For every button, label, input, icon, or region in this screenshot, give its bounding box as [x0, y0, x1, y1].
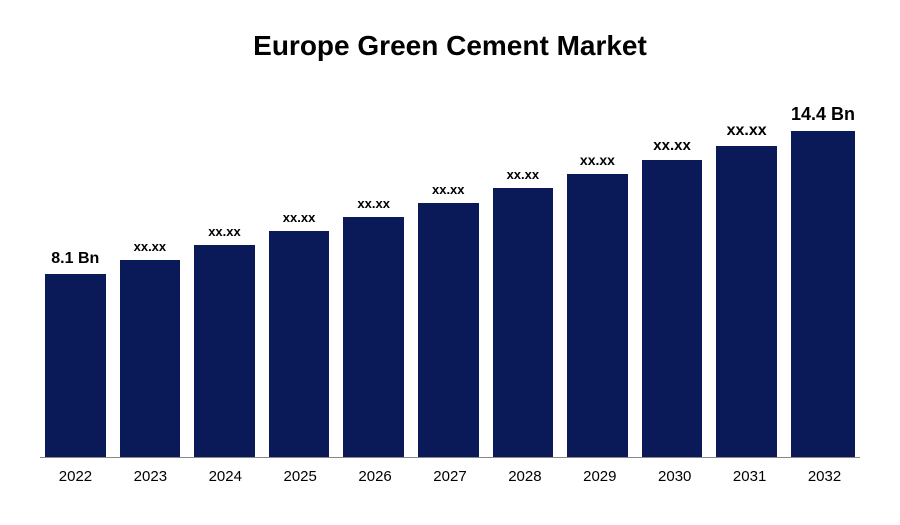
- bar: [418, 203, 479, 457]
- x-axis-label: 2023: [120, 468, 181, 485]
- bar-value-label: xx.xx: [208, 224, 241, 239]
- bar-value-label: xx.xx: [653, 137, 691, 154]
- bar-value-label: xx.xx: [507, 167, 540, 182]
- chart-title: Europe Green Cement Market: [40, 30, 860, 62]
- bar-value-label: xx.xx: [357, 196, 390, 211]
- bar: [269, 231, 330, 457]
- bar-value-label: xx.xx: [283, 210, 316, 225]
- bar: [194, 245, 255, 457]
- x-axis-label: 2028: [494, 468, 555, 485]
- bar: [716, 146, 777, 457]
- bar-value-label: 14.4 Bn: [791, 104, 855, 125]
- x-axis-label: 2024: [195, 468, 256, 485]
- bar-group: xx.xx: [642, 87, 703, 457]
- bar-group: 8.1 Bn: [45, 87, 106, 457]
- bar-group: xx.xx: [343, 87, 404, 457]
- bar-group: xx.xx: [269, 87, 330, 457]
- bar: [45, 274, 106, 457]
- bar-group: xx.xx: [716, 87, 777, 457]
- bar-group: xx.xx: [120, 87, 181, 457]
- x-axis-label: 2029: [569, 468, 630, 485]
- bar: [493, 188, 554, 457]
- bar-group: 14.4 Bn: [791, 87, 855, 457]
- x-axis: 2022 2023 2024 2025 2026 2027 2028 2029 2030 2031…: [40, 468, 860, 485]
- bar: [343, 217, 404, 457]
- bar: [642, 160, 703, 457]
- bar: [567, 174, 628, 457]
- bar-group: xx.xx: [194, 87, 255, 457]
- x-axis-label: 2026: [345, 468, 406, 485]
- bar-value-label: xx.xx: [134, 239, 167, 254]
- chart-area: 8.1 Bn xx.xx xx.xx xx.xx xx.xx xx.xx xx.xx xx.x…: [40, 87, 860, 485]
- x-axis-label: 2032: [794, 468, 855, 485]
- x-axis-label: 2027: [420, 468, 481, 485]
- bar-group: xx.xx: [493, 87, 554, 457]
- x-axis-label: 2030: [644, 468, 705, 485]
- x-axis-label: 2022: [45, 468, 106, 485]
- bar-value-label: 8.1 Bn: [51, 250, 99, 268]
- bar: [791, 131, 855, 457]
- bar-value-label: xx.xx: [727, 122, 767, 140]
- x-axis-label: 2025: [270, 468, 331, 485]
- bar: [120, 260, 181, 457]
- x-axis-label: 2031: [719, 468, 780, 485]
- bar-value-label: xx.xx: [432, 182, 465, 197]
- bars-container: 8.1 Bn xx.xx xx.xx xx.xx xx.xx xx.xx xx.xx xx.x…: [40, 87, 860, 458]
- bar-value-label: xx.xx: [580, 152, 615, 168]
- bar-group: xx.xx: [567, 87, 628, 457]
- bar-group: xx.xx: [418, 87, 479, 457]
